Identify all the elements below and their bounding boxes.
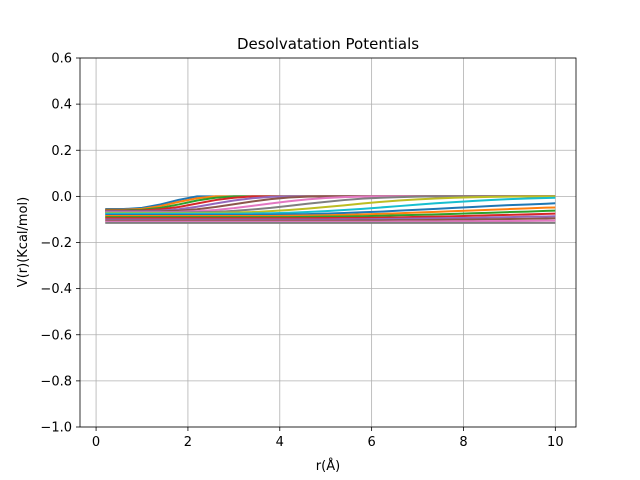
series-line bbox=[105, 196, 556, 215]
y-tick-label: −0.8 bbox=[40, 374, 72, 389]
chart-title: Desolvatation Potentials bbox=[237, 35, 419, 53]
x-tick-label: 2 bbox=[184, 435, 192, 450]
series-group bbox=[105, 195, 556, 224]
series-line bbox=[105, 202, 556, 216]
y-tick-label: 0.2 bbox=[51, 144, 72, 159]
x-tick-label: 6 bbox=[367, 435, 375, 450]
y-tick-label: −1.0 bbox=[40, 421, 72, 436]
y-tick-label: −0.4 bbox=[40, 282, 72, 297]
x-tick-label: 0 bbox=[92, 435, 100, 450]
series-line bbox=[105, 219, 556, 223]
y-tick-label: −0.2 bbox=[40, 236, 72, 251]
series-line bbox=[105, 209, 556, 219]
x-tick-label: 10 bbox=[547, 435, 564, 450]
y-tick-label: 0.0 bbox=[51, 190, 72, 205]
x-tick-label: 8 bbox=[459, 435, 467, 450]
ticks: 0 2 4 6 8 10 −1.0 −0.8 −0.6 −0.4 −0.2 0.0 0.2 0.4 0.6 bbox=[40, 52, 563, 451]
series-line bbox=[105, 217, 556, 222]
y-tick-label: 0.4 bbox=[51, 98, 72, 113]
y-tick-label: 0.6 bbox=[51, 52, 72, 67]
y-tick-label: −0.6 bbox=[40, 328, 72, 343]
series-line bbox=[105, 215, 556, 221]
series-line bbox=[105, 212, 556, 220]
x-axis-label: r(Å) bbox=[316, 458, 340, 474]
x-tick-label: 4 bbox=[276, 435, 284, 450]
y-axis-label: V(r)(Kcal/mol) bbox=[16, 197, 31, 287]
series-line bbox=[105, 206, 556, 217]
